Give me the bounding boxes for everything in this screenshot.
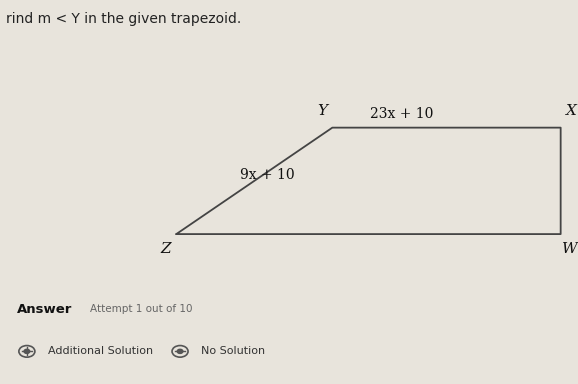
Circle shape xyxy=(177,349,183,353)
Text: Z: Z xyxy=(161,242,171,255)
Text: 23x + 10: 23x + 10 xyxy=(370,107,434,121)
Text: Additional Solution: Additional Solution xyxy=(48,346,153,356)
Text: X: X xyxy=(566,104,576,118)
Circle shape xyxy=(24,349,29,353)
Text: 9x + 10: 9x + 10 xyxy=(240,168,295,182)
Text: Answer: Answer xyxy=(17,303,73,316)
Text: W: W xyxy=(561,242,577,255)
Text: Attempt 1 out of 10: Attempt 1 out of 10 xyxy=(90,304,192,314)
Text: rind m < Y in the given trapezoid.: rind m < Y in the given trapezoid. xyxy=(6,12,241,25)
Text: Y: Y xyxy=(317,104,328,118)
Text: No Solution: No Solution xyxy=(201,346,265,356)
